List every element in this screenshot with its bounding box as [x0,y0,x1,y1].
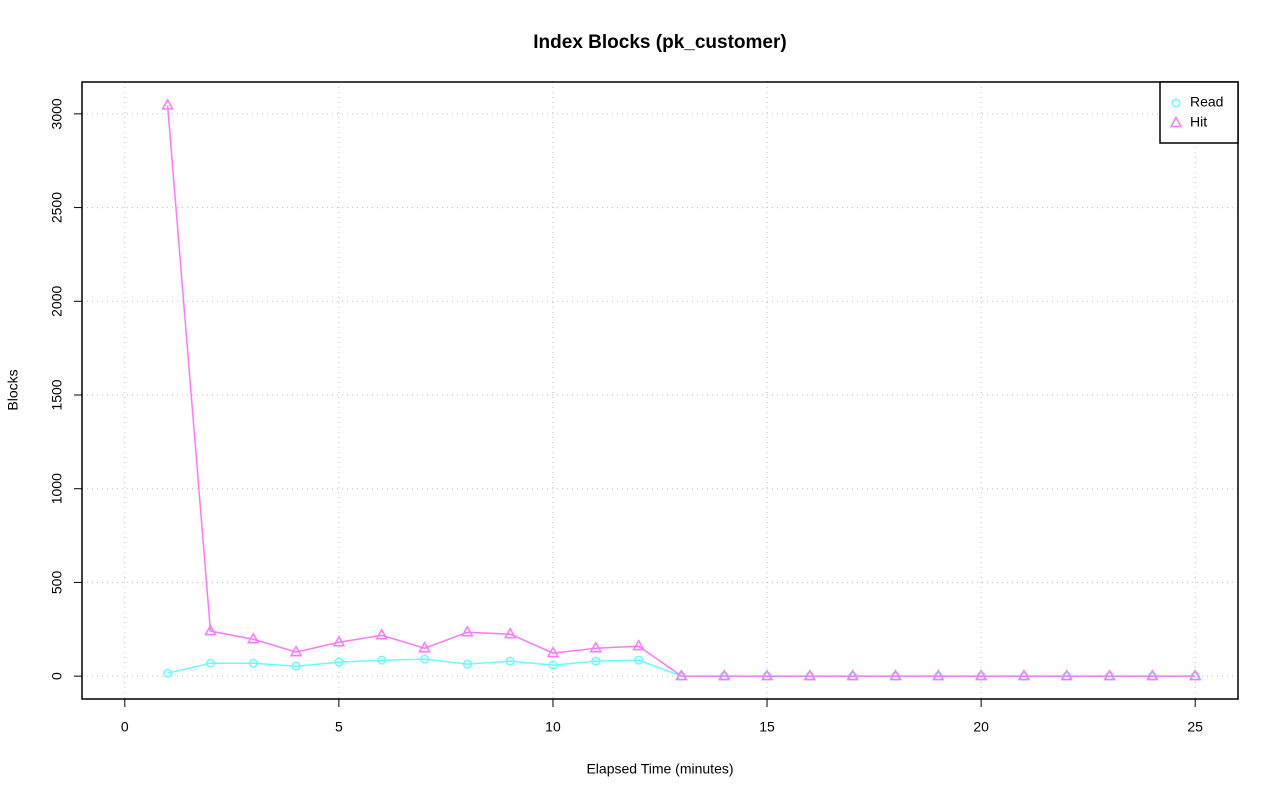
legend-box [1159,81,1239,144]
point [1171,98,1181,108]
y-axis-label: Blocks [5,369,21,410]
point [461,625,474,637]
point [889,669,902,681]
x-tick-label: 10 [545,719,561,735]
x-tick-label: 20 [973,719,989,735]
point [505,656,515,666]
point [548,660,558,670]
point [503,627,517,639]
y-tick-label: 2500 [49,192,65,223]
point [1169,115,1183,128]
point [1188,669,1202,681]
point [419,654,430,664]
chart-title: Index Blocks (pk_customer) [533,32,786,53]
point [418,641,431,653]
point [803,669,817,681]
point [546,646,560,658]
y-tick-label: 500 [49,571,65,595]
y-tick-label: 1500 [49,379,65,410]
point [846,669,859,681]
point [205,658,215,668]
point [591,656,601,666]
point [675,669,688,681]
y-tick-label: 0 [49,672,65,680]
point [375,628,388,640]
point [632,639,645,651]
legend-label: Read [1190,94,1223,110]
point [332,635,346,647]
point [163,668,173,678]
y-tick-label: 3000 [49,98,65,129]
x-tick-label: 0 [121,719,129,735]
y-tick-label: 2000 [49,286,65,317]
point [334,657,344,667]
x-axis-label: Elapsed Time (minutes) [586,761,733,777]
point [974,669,988,681]
point [246,632,260,644]
point [377,655,387,665]
point [1103,669,1116,681]
point [634,655,644,665]
legend-label: Hit [1190,114,1207,130]
x-tick-label: 15 [759,719,775,735]
point [1146,669,1159,681]
point [289,645,303,657]
point [1017,669,1031,681]
x-tick-label: 25 [1187,719,1203,735]
point [760,669,774,681]
line [166,105,1196,677]
point [932,669,945,681]
point [1060,669,1074,681]
point [204,624,217,636]
point [248,658,258,668]
point [291,661,301,671]
point [589,641,603,653]
point [161,98,174,110]
point [462,659,472,669]
point [717,669,731,681]
x-tick-label: 5 [335,719,343,735]
y-tick-label: 1000 [49,473,65,504]
plot-frame [81,81,1239,700]
